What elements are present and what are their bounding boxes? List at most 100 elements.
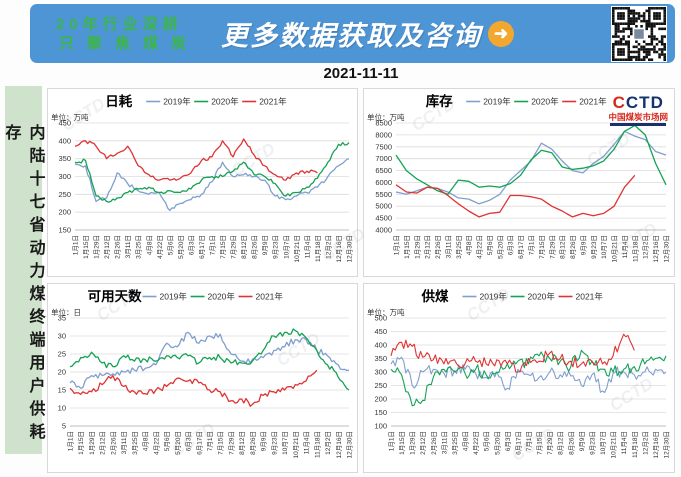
svg-text:8000: 8000	[375, 130, 392, 139]
svg-text:7月15日: 7月15日	[538, 235, 546, 259]
svg-text:2021年: 2021年	[256, 292, 284, 302]
svg-text:11月4日: 11月4日	[303, 431, 311, 454]
svg-text:3月25日: 3月25日	[135, 235, 143, 259]
svg-text:350: 350	[58, 154, 71, 163]
svg-text:12月2日: 12月2日	[324, 235, 332, 259]
svg-text:400: 400	[374, 341, 387, 350]
svg-text:供煤: 供煤	[421, 288, 449, 304]
svg-text:3月11日: 3月11日	[124, 235, 132, 258]
svg-text:12月2日: 12月2日	[642, 235, 650, 259]
svg-text:150: 150	[58, 226, 71, 235]
svg-text:5月6日: 5月6日	[486, 235, 494, 255]
svg-text:8500: 8500	[375, 119, 392, 128]
logo-site-name: 中国煤炭市场网	[608, 111, 668, 122]
svg-text:12月30日: 12月30日	[346, 235, 354, 262]
svg-text:7000: 7000	[375, 154, 392, 163]
svg-text:6月17日: 6月17日	[198, 235, 206, 259]
svg-text:12月16日: 12月16日	[652, 431, 660, 458]
svg-text:9月23日: 9月23日	[270, 431, 278, 455]
qr-code	[611, 5, 667, 62]
svg-text:9月23日: 9月23日	[272, 235, 280, 259]
svg-text:7月1日: 7月1日	[209, 235, 217, 255]
svg-text:日耗: 日耗	[105, 93, 132, 109]
svg-text:7月29日: 7月29日	[548, 235, 556, 259]
svg-text:8月12日: 8月12日	[238, 431, 246, 455]
svg-text:10月7日: 10月7日	[281, 431, 289, 455]
svg-text:5月20日: 5月20日	[174, 431, 182, 455]
svg-text:单位：万吨: 单位：万吨	[367, 112, 405, 122]
svg-text:5月20日: 5月20日	[493, 431, 501, 455]
svg-text:可用天数: 可用天数	[88, 288, 142, 304]
svg-text:8月26日: 8月26日	[567, 431, 575, 455]
svg-text:9月9日: 9月9日	[578, 431, 586, 451]
svg-text:1月1日: 1月1日	[72, 235, 80, 255]
svg-text:2021年: 2021年	[579, 97, 607, 107]
forward-arrow-icon: ➜	[488, 20, 515, 47]
svg-text:1月15日: 1月15日	[398, 431, 406, 455]
svg-text:350: 350	[374, 354, 387, 363]
svg-text:8月26日: 8月26日	[251, 235, 259, 259]
svg-text:7月29日: 7月29日	[230, 235, 238, 259]
svg-text:1月15日: 1月15日	[82, 235, 90, 259]
logo-url-bar	[610, 122, 667, 126]
svg-text:2020年: 2020年	[528, 292, 556, 302]
svg-text:12月2日: 12月2日	[641, 431, 649, 455]
chart-daily-consumption: 150 200 250 300 350 400 450 1月1日 1月15日 1月29日 2月12日…	[47, 88, 358, 277]
svg-text:200: 200	[58, 208, 71, 217]
svg-text:8月26日: 8月26日	[569, 235, 577, 259]
svg-text:8月12日: 8月12日	[559, 235, 567, 259]
svg-text:8月12日: 8月12日	[557, 431, 565, 455]
headline: 更多数据获取及咨询	[221, 21, 483, 51]
cctd-logo: CCTD 中国煤炭市场网	[608, 94, 668, 126]
svg-text:200: 200	[374, 395, 387, 404]
svg-text:12月30日: 12月30日	[663, 431, 671, 458]
svg-text:2019年: 2019年	[483, 97, 511, 107]
svg-text:4500: 4500	[375, 214, 392, 223]
svg-text:2019年: 2019年	[163, 97, 191, 107]
svg-text:4000: 4000	[375, 226, 392, 235]
svg-text:9月23日: 9月23日	[589, 431, 597, 455]
svg-text:2月26日: 2月26日	[434, 235, 442, 259]
svg-text:4月22日: 4月22日	[152, 431, 160, 455]
svg-text:6500: 6500	[375, 166, 392, 175]
svg-text:2月12日: 2月12日	[103, 235, 111, 259]
svg-text:2月26日: 2月26日	[430, 431, 438, 455]
svg-text:3月25日: 3月25日	[451, 431, 459, 455]
svg-text:6月17日: 6月17日	[517, 235, 525, 259]
svg-text:5000: 5000	[375, 202, 392, 211]
svg-text:300: 300	[374, 368, 387, 377]
svg-text:4月22日: 4月22日	[472, 431, 480, 455]
report-date: 2021-11-11	[323, 65, 399, 82]
logo-brand: CCTD	[608, 94, 668, 112]
svg-text:2021年: 2021年	[576, 292, 604, 302]
svg-text:1月1日: 1月1日	[67, 431, 75, 451]
svg-text:25: 25	[58, 350, 66, 359]
svg-text:2月26日: 2月26日	[114, 235, 122, 259]
svg-text:10月21日: 10月21日	[293, 235, 301, 262]
svg-text:3月11日: 3月11日	[444, 235, 452, 258]
svg-text:20: 20	[58, 368, 66, 377]
svg-text:4月8日: 4月8日	[145, 235, 153, 255]
svg-text:5月20日: 5月20日	[496, 235, 504, 259]
svg-text:1月29日: 1月29日	[93, 235, 101, 259]
svg-text:4月22日: 4月22日	[156, 235, 164, 259]
svg-text:3月25日: 3月25日	[131, 431, 139, 455]
svg-text:2月12日: 2月12日	[99, 431, 107, 455]
svg-text:1月1日: 1月1日	[393, 235, 401, 255]
svg-text:1月29日: 1月29日	[413, 235, 421, 259]
svg-text:1月15日: 1月15日	[403, 235, 411, 259]
svg-text:11月4日: 11月4日	[621, 235, 629, 258]
slogan-line1: 20年行业深耕	[56, 15, 183, 33]
svg-text:35: 35	[58, 314, 66, 323]
inventory-chart-svg: 4000 4500 5000 5500 6000 6500 7000 7500 8000 8500…	[367, 93, 671, 262]
svg-text:11月18日: 11月18日	[314, 235, 322, 262]
svg-text:15: 15	[58, 386, 66, 395]
header-banner: 20年行业深耕 只聚焦煤炭 更多数据获取及咨询 ➜	[30, 4, 675, 63]
svg-text:11月18日: 11月18日	[631, 431, 639, 458]
slogan: 20年行业深耕 只聚焦煤炭	[56, 15, 199, 53]
svg-text:11月4日: 11月4日	[303, 235, 311, 258]
svg-text:6月3日: 6月3日	[185, 431, 193, 451]
svg-text:1月15日: 1月15日	[77, 431, 85, 455]
svg-text:8月26日: 8月26日	[249, 431, 257, 455]
svg-text:250: 250	[374, 381, 387, 390]
